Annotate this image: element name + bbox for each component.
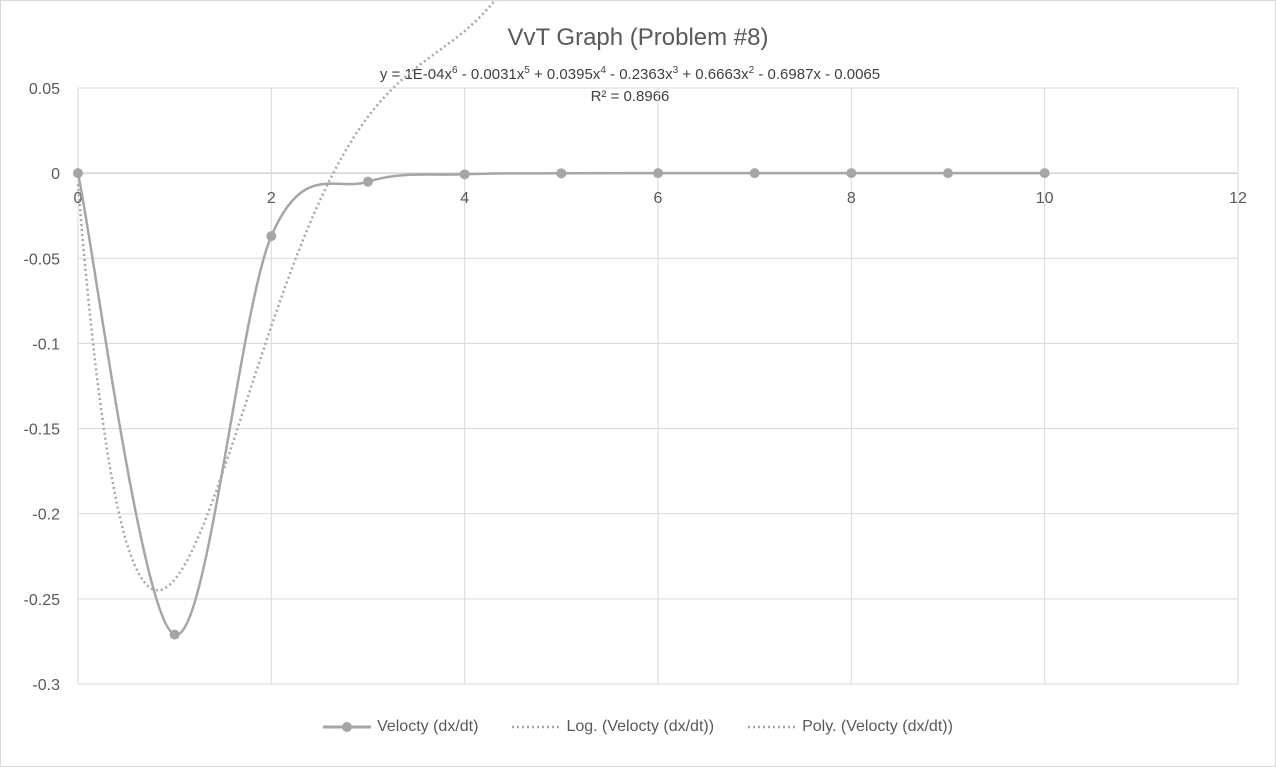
y-tick-label: -0.05 [24,251,61,268]
poly-trendline [76,0,497,592]
x-tick-label: 8 [847,190,856,207]
legend-dotted-line-icon [512,725,561,729]
trendline-r-squared: R² = 0.8966 [590,88,670,105]
velocity-data-point [73,168,83,179]
velocity-data-point [943,168,953,179]
velocity-data-point [846,168,857,179]
y-tick-label: -0.25 [24,592,61,609]
x-tick-label: 0 [74,190,83,207]
y-tick-label: -0.3 [32,677,60,694]
trendline-equation: y = 1E-04x6 - 0.0031x5 + 0.0395x4 - 0.23… [379,65,881,83]
velocity-series-line [76,171,1045,636]
legend: Velocty (dx/dt) Log. (Velocty (dx/dt)) P… [0,718,1276,736]
legend-item-velocity: Velocty (dx/dt) [323,718,478,736]
velocity-data-point [169,629,180,640]
x-tick-label: 2 [267,190,276,207]
velocity-data-point [749,168,760,179]
legend-label: Poly. (Velocty (dx/dt)) [802,718,953,735]
legend-label: Log. (Velocty (dx/dt)) [566,718,715,735]
velocity-data-point [556,168,567,179]
x-tick-label: 12 [1229,190,1247,207]
legend-marker-line-icon [323,722,372,732]
velocity-data-point [653,168,663,179]
y-tick-label: 0 [51,166,60,183]
y-tick-label: -0.1 [32,336,60,353]
velocity-data-point [459,169,470,180]
legend-dotted-line-icon [748,725,797,729]
y-tick-label: 0.05 [29,81,60,98]
x-tick-label: 6 [654,190,663,207]
legend-label: Velocty (dx/dt) [377,718,479,735]
x-tick-label: 10 [1036,190,1054,207]
legend-item-log-trend: Log. (Velocty (dx/dt)) [512,718,714,736]
y-tick-label: -0.15 [24,422,61,439]
velocity-data-point [363,176,373,187]
velocity-data-point [266,231,277,242]
x-tick-label: 4 [460,190,469,207]
chart-title: VvT Graph (Problem #8) [507,24,769,51]
legend-item-poly-trend: Poly. (Velocty (dx/dt)) [748,718,953,736]
velocity-data-point [1039,168,1050,179]
y-tick-label: -0.2 [32,507,60,524]
